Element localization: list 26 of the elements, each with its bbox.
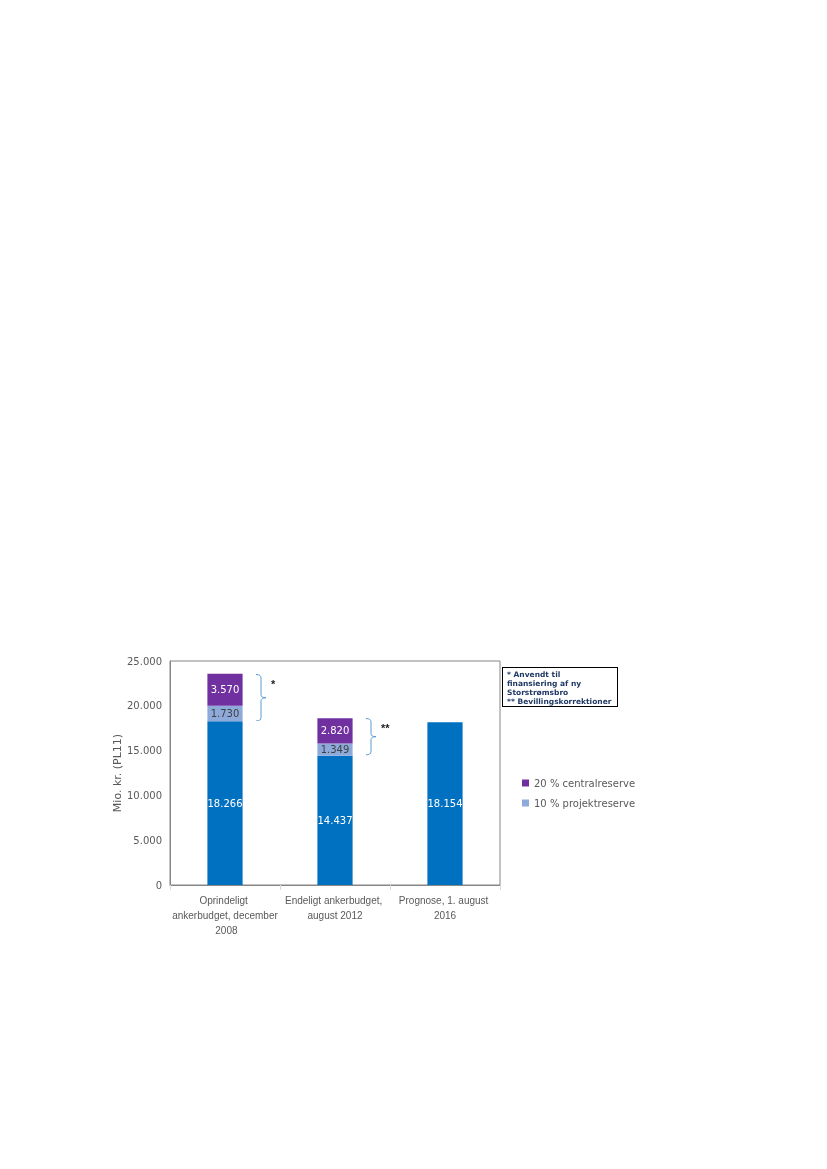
bar [317, 755, 353, 885]
bar [207, 673, 243, 706]
bar [427, 722, 463, 885]
annotation: * [271, 677, 276, 690]
bar [207, 721, 243, 885]
data-label: 14.437 [317, 814, 353, 826]
data-label: 2.820 [320, 725, 350, 737]
y-tick-label: 25.000 [127, 655, 162, 667]
data-label: 1.349 [320, 744, 350, 756]
legend-label: 20 % centralreserve [534, 777, 636, 789]
data-label: 18.154 [427, 798, 463, 810]
y-tick-label: 5.000 [133, 834, 162, 846]
y-tick-label: 10.000 [127, 789, 162, 801]
x-tick-label: Prognose, 1. august 2016 [398, 895, 492, 921]
legend-label: 10 % projektreserve [534, 797, 636, 809]
y-tick-label: 0 [155, 879, 162, 891]
data-label: 1.730 [210, 708, 240, 720]
data-label: 3.570 [210, 684, 240, 696]
data-label: 18.266 [207, 797, 243, 809]
annotation: ** [381, 722, 390, 735]
y-tick-label: 15.000 [127, 745, 162, 757]
y-axis-title: Mio. kr. (PL11) [111, 733, 125, 813]
x-tick-label: Oprindeligt ankerbudget, december 2008 [172, 895, 279, 936]
bar [317, 718, 353, 744]
x-tick-label: Endeligt ankerbudget, august 2012 [284, 895, 386, 921]
y-tick-label: 20.000 [127, 700, 162, 712]
